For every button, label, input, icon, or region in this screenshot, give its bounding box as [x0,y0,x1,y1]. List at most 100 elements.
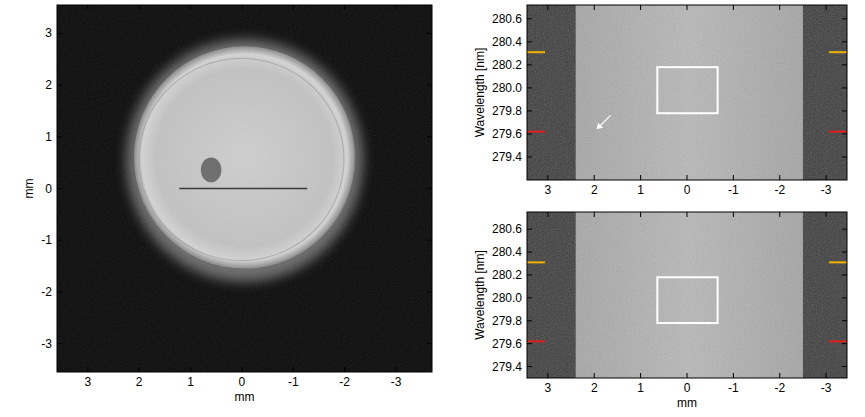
y-tick [527,274,532,275]
x-tick-label: -1 [288,375,299,389]
x-tick [396,5,397,10]
x-tick-label: 2 [591,183,598,197]
x-tick-label: -3 [821,381,832,395]
x-tick-label: 1 [637,183,644,197]
y-tick [842,18,847,19]
y-tick [527,343,532,344]
panel: 3210-1-2-3-3-2-10123mmmm [22,5,432,404]
x-tick [640,212,641,217]
x-tick-label: -3 [821,183,832,197]
y-tick [57,291,62,292]
y-tick-label: 279.8 [492,314,522,328]
y-tick [842,274,847,275]
y-tick [527,297,532,298]
y-tick [427,291,432,292]
x-tick-label: -2 [774,183,785,197]
noise [57,5,432,372]
x-tick [139,5,140,10]
x-tick [87,5,88,10]
x-tick [547,175,548,180]
x-tick [733,373,734,378]
x-tick [241,367,242,372]
y-tick [842,366,847,367]
arrow [597,115,611,129]
y-tick [842,229,847,230]
y-axis-title: mm [22,179,36,199]
y-tick-label: 279.4 [492,360,522,374]
y-tick [842,343,847,344]
x-tick [826,373,827,378]
y-tick [527,229,532,230]
roi-box [657,277,717,323]
x-tick [826,212,827,217]
x-tick [344,5,345,10]
background [527,212,847,378]
x-tick-label: 2 [136,375,143,389]
y-tick [842,297,847,298]
y-tick [842,64,847,65]
y-tick [427,85,432,86]
y-tick-label: 280.6 [492,12,522,26]
wavelength-marker [829,51,847,53]
x-tick-label: -2 [339,375,350,389]
wavelength-marker [527,340,545,342]
y-tick-label: 279.8 [492,104,522,118]
x-tick-label: 0 [684,381,691,395]
y-tick-label: 280.6 [492,222,522,236]
x-axis-title: mm [235,390,255,404]
x-tick-label: 0 [684,183,691,197]
x-tick-label: 3 [84,375,91,389]
frame [527,5,847,180]
y-tick [527,110,532,111]
x-tick [687,5,688,10]
y-tick-label: 280.0 [492,81,522,95]
y-tick-label: 2 [45,78,52,92]
profile-line [179,188,307,189]
y-tick [527,87,532,88]
x-tick [640,175,641,180]
background [527,5,847,180]
y-tick-label: -3 [41,337,52,351]
x-tick-label: 1 [637,381,644,395]
wavelength-marker [829,261,847,263]
y-tick-label: 3 [45,26,52,40]
x-tick [293,367,294,372]
wavelength-marker [527,131,545,133]
x-tick [826,5,827,10]
x-tick [547,5,548,10]
x-tick [87,367,88,372]
y-tick [842,87,847,88]
y-tick-label: 280.2 [492,268,522,282]
y-axis-title: Wavelength [nm] [473,48,487,138]
y-tick-label: 279.6 [492,337,522,351]
y-tick [527,41,532,42]
y-tick [57,136,62,137]
y-tick-label: 0 [45,182,52,196]
x-tick-label: 1 [187,375,194,389]
x-tick-label: -2 [774,381,785,395]
x-tick [344,367,345,372]
x-tick [733,212,734,217]
wavelength-marker [527,51,545,53]
x-tick [293,5,294,10]
x-tick [826,175,827,180]
y-tick [527,133,532,134]
x-tick [779,5,780,10]
y-tick [427,240,432,241]
x-tick [640,5,641,10]
x-tick-label: 2 [591,381,598,395]
x-tick-label: -1 [728,381,739,395]
x-tick [396,367,397,372]
frame [527,212,847,378]
y-tick-label: 279.6 [492,127,522,141]
roi-box [657,67,717,113]
x-tick [594,212,595,217]
x-tick [779,212,780,217]
y-tick [427,33,432,34]
wavelength-marker [527,261,545,263]
y-tick [427,136,432,137]
panel: 3210-1-2-3279.4279.6279.8280.0280.2280.4… [473,212,847,410]
y-tick [842,133,847,134]
y-tick [527,320,532,321]
noise [527,5,847,180]
